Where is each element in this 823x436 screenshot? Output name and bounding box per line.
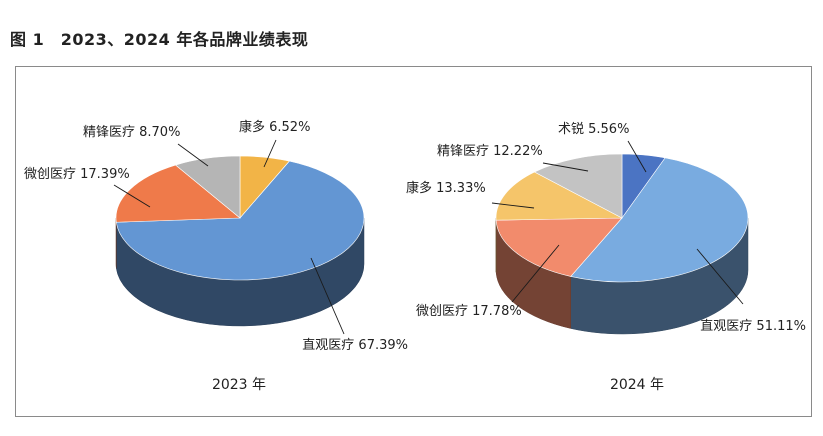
leader-line-直观医疗	[310, 257, 345, 335]
pie-slice-直观医疗	[570, 157, 749, 283]
leader-line-术锐	[627, 140, 647, 173]
pie-top	[115, 155, 365, 281]
slice-label-康多: 康多 13.33%	[406, 180, 486, 196]
slice-label-直观医疗: 直观医疗 67.39%	[302, 338, 408, 353]
pie-chart-2024: 术锐 5.56% 直观医疗 51.11% 微创医疗 17.78% 康多 13.33% 精…	[406, 122, 806, 393]
leader-line-微创医疗	[511, 244, 560, 303]
pie-chart-2023: 康多 6.52% 直观医疗 67.39% 微创医疗 17.39% 精锋医疗 8.70%…	[24, 119, 408, 393]
leader-line-康多	[491, 202, 535, 209]
slice-label-直观医疗: 直观医疗 51.11%	[700, 319, 806, 334]
pie-slice-精锋医疗	[533, 153, 623, 219]
leader-line-精锋医疗	[542, 162, 589, 172]
pie-slice-微创医疗	[495, 217, 623, 277]
slice-label-微创医疗: 微创医疗 17.39%	[24, 167, 130, 182]
pie-top	[495, 153, 749, 283]
leader-line-康多	[263, 139, 277, 168]
slice-label-术锐: 术锐 5.56%	[558, 122, 629, 137]
pie-slice-精锋医疗	[174, 155, 241, 219]
pie-slice-直观医疗	[115, 160, 365, 281]
pie-slice-康多	[495, 171, 623, 221]
slice-label-精锋医疗: 精锋医疗 12.22%	[437, 144, 543, 159]
leader-line-微创医疗	[113, 184, 151, 208]
chart-caption: 2024 年	[610, 377, 664, 393]
leader-line-精锋医疗	[177, 143, 209, 167]
pie-slice-微创医疗	[115, 164, 241, 223]
slice-label-精锋医疗: 精锋医疗 8.70%	[83, 125, 180, 140]
chart-caption: 2023 年	[212, 377, 266, 393]
chart-frame	[15, 66, 812, 417]
slice-label-康多: 康多 6.52%	[239, 119, 310, 135]
leader-line-直观医疗	[696, 248, 744, 305]
slice-label-微创医疗: 微创医疗 17.78%	[416, 304, 522, 319]
figure-title: 图 1 2023、2024 年各品牌业绩表现	[10, 30, 309, 49]
